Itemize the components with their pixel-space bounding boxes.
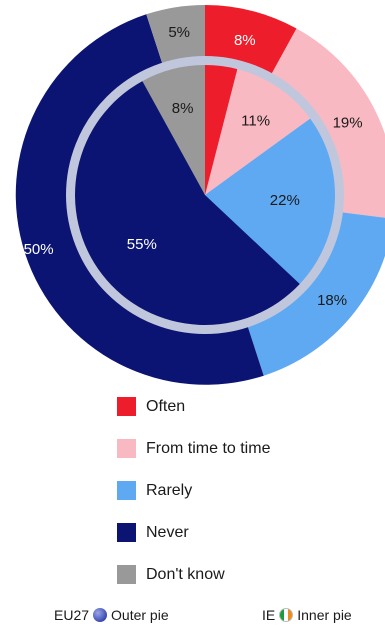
pie-separator-ring (66, 56, 344, 334)
irish-flag-icon (279, 608, 294, 622)
outer-pie-suffix: Outer pie (111, 607, 169, 623)
inner-label-from-time-to-time: 11% (241, 113, 270, 130)
inner-label-don-t-know: 8% (172, 100, 194, 117)
inner-label-never: 55% (127, 236, 157, 253)
inner-pie-suffix: Inner pie (297, 607, 352, 623)
legend-item-rarely: Rarely (117, 480, 270, 501)
legend-label: From time to time (146, 439, 271, 457)
pie-key: EU27 Outer pie IE Inner pie (0, 607, 385, 629)
outer-pie-prefix: EU27 (54, 607, 90, 623)
outer-label-often: 8% (234, 32, 256, 49)
inner-slice-never (75, 81, 300, 325)
outer-label-never: 50% (24, 241, 54, 258)
legend-swatch-from-time-to-time (117, 439, 136, 458)
inner-slice-don-t-know (142, 65, 205, 195)
legend: Often From time to time Rarely Never Don… (117, 396, 270, 606)
legend-label: Often (146, 397, 186, 415)
globe-icon (93, 608, 108, 622)
legend-label: Don't know (146, 565, 225, 583)
legend-swatch-never (117, 523, 136, 542)
inner-pie-key: IE Inner pie (262, 607, 352, 623)
outer-label-don-t-know: 5% (168, 24, 190, 41)
legend-label: Never (146, 523, 189, 541)
legend-item-from-time-to-time: From time to time (117, 438, 270, 459)
inner-pie-prefix: IE (262, 607, 276, 623)
legend-label: Rarely (146, 481, 193, 499)
inner-slice-rarely (205, 118, 335, 284)
outer-label-from-time-to-time: 19% (333, 114, 363, 131)
legend-item-never: Never (117, 522, 270, 543)
legend-item-often: Often (117, 396, 270, 417)
legend-item-dont-know: Don't know (117, 564, 270, 585)
legend-swatch-dont-know (117, 565, 136, 584)
inner-slice-often (205, 65, 238, 195)
pie-chart: 8% 19% 18% 50% 5% 11% 22% 55% 8% (15, 5, 385, 385)
outer-label-rarely: 18% (317, 292, 347, 309)
inner-label-rarely: 22% (270, 192, 300, 209)
legend-swatch-often (117, 397, 136, 416)
legend-swatch-rarely (117, 481, 136, 500)
inner-slice-from-time-to-time (205, 69, 311, 195)
outer-pie-key: EU27 Outer pie (54, 607, 169, 623)
